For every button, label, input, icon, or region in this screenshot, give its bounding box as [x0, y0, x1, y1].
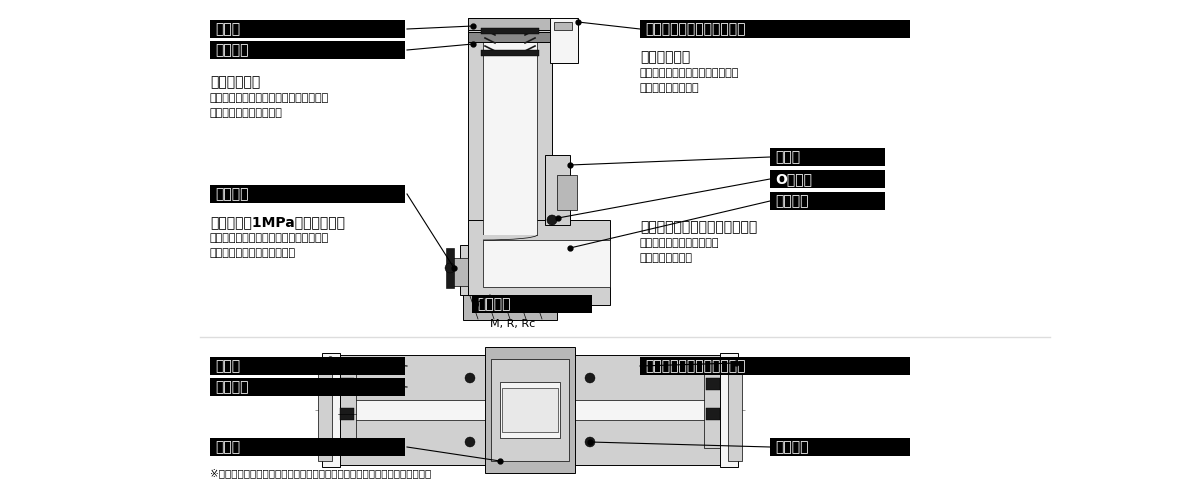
- Text: チャック: チャック: [214, 43, 248, 57]
- Bar: [706, 408, 720, 420]
- Bar: [329, 400, 730, 420]
- Text: リリースブッシュ（白色）: リリースブッシュ（白色）: [645, 359, 745, 373]
- Text: M, R, Rc: M, R, Rc: [490, 319, 536, 329]
- Bar: [446, 248, 454, 288]
- Bar: [640, 20, 910, 38]
- Circle shape: [444, 263, 455, 273]
- Bar: [210, 378, 405, 396]
- Text: チャックにより確実な喰い付きを行い、: チャックにより確実な喰い付きを行い、: [210, 93, 329, 103]
- Bar: [770, 170, 885, 188]
- Bar: [210, 438, 405, 456]
- Bar: [338, 372, 356, 448]
- Bar: [720, 353, 738, 467]
- Bar: [468, 18, 552, 305]
- Text: パッキン: パッキン: [214, 187, 248, 201]
- Text: チャックがチューブへ必要以上に: チャックがチューブへ必要以上に: [640, 68, 739, 78]
- Circle shape: [585, 373, 595, 383]
- Bar: [483, 18, 537, 235]
- Bar: [770, 192, 885, 210]
- Bar: [640, 357, 910, 375]
- Text: 軽い取外し力: 軽い取外し力: [640, 50, 690, 64]
- Circle shape: [465, 373, 474, 383]
- Bar: [340, 408, 353, 420]
- Bar: [460, 245, 468, 295]
- Bar: [482, 50, 539, 56]
- Bar: [553, 22, 571, 30]
- Text: ボディとねじ部が回転し、: ボディとねじ部が回転し、: [640, 238, 720, 248]
- Bar: [210, 185, 405, 203]
- Text: ガイド: ガイド: [214, 22, 240, 36]
- Bar: [770, 438, 910, 456]
- Bar: [210, 41, 405, 59]
- Bar: [500, 382, 559, 438]
- Text: スタッド: スタッド: [775, 194, 809, 208]
- Text: 位置決めが可能。: 位置決めが可能。: [640, 253, 692, 263]
- Text: ボディ: ボディ: [775, 150, 800, 164]
- Circle shape: [585, 437, 595, 447]
- Bar: [453, 258, 468, 286]
- Bar: [550, 18, 577, 63]
- Bar: [468, 18, 552, 30]
- Text: チューブ保持力を増大。: チューブ保持力を増大。: [210, 108, 283, 118]
- Text: 特殊形状により、確実なシールおよび、: 特殊形状により、確実なシールおよび、: [210, 233, 329, 243]
- Bar: [462, 295, 557, 320]
- Bar: [706, 378, 720, 390]
- Bar: [322, 353, 340, 467]
- Bar: [210, 357, 405, 375]
- Bar: [728, 359, 742, 461]
- Bar: [545, 155, 570, 225]
- Text: 狭いスペースでの配管に効果的: 狭いスペースでの配管に効果的: [640, 220, 757, 234]
- Text: Oリング: Oリング: [775, 172, 812, 186]
- Text: ※ねじ部がなくボディ材質が樹脂のみの製品は全て銅系不可仕様となります。: ※ねじ部がなくボディ材質が樹脂のみの製品は全て銅系不可仕様となります。: [210, 468, 431, 478]
- Bar: [483, 240, 610, 287]
- Bar: [472, 295, 592, 313]
- Circle shape: [547, 215, 557, 225]
- Bar: [704, 372, 722, 448]
- Text: リリースブッシュ（白色）: リリースブッシュ（白色）: [645, 22, 745, 36]
- Circle shape: [465, 437, 474, 447]
- Bar: [340, 378, 353, 390]
- Bar: [491, 359, 569, 461]
- Text: 低真空から1MPaまで使用可能: 低真空から1MPaまで使用可能: [210, 215, 345, 229]
- Text: 接続ねじ: 接続ねじ: [477, 297, 510, 311]
- Bar: [770, 148, 885, 166]
- Bar: [468, 32, 552, 42]
- Bar: [329, 355, 730, 465]
- Text: チューブ挿入時の抵抗が小。: チューブ挿入時の抵抗が小。: [210, 248, 296, 258]
- Bar: [502, 388, 558, 432]
- Bar: [557, 175, 577, 210]
- Bar: [482, 28, 539, 34]
- Bar: [485, 347, 575, 473]
- Bar: [210, 20, 405, 38]
- Text: ガイド: ガイド: [214, 359, 240, 373]
- Text: チャック: チャック: [214, 380, 248, 394]
- Bar: [483, 235, 537, 240]
- Text: パッキン: パッキン: [775, 440, 809, 454]
- Bar: [317, 359, 332, 461]
- Text: 喰い込むのを防止。: 喰い込むのを防止。: [640, 83, 700, 93]
- Text: ボディ: ボディ: [214, 440, 240, 454]
- Bar: [468, 220, 610, 305]
- Text: 大きな保持力: 大きな保持力: [210, 75, 260, 89]
